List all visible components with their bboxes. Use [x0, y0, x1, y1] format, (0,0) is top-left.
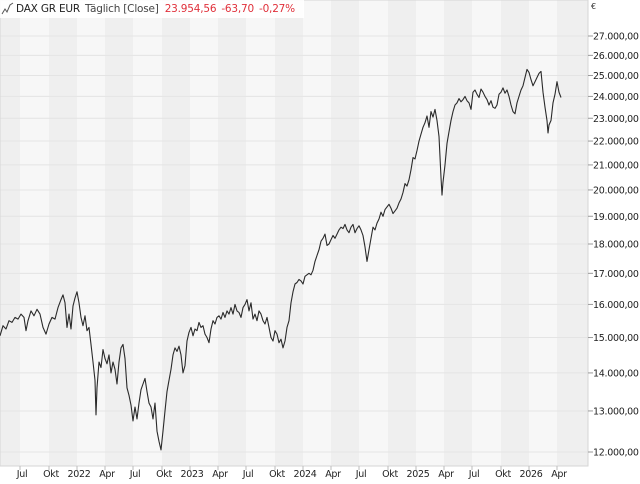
x-tick-label: 2025 — [407, 469, 430, 480]
x-tick-label: Apr — [438, 469, 454, 480]
y-tick-label: 23.000,00 — [593, 114, 639, 125]
x-tick-label: 2026 — [520, 469, 543, 480]
quarter-band — [359, 0, 388, 466]
quarter-band — [49, 0, 77, 466]
quarter-band — [331, 0, 359, 466]
y-tick-label: 15.000,00 — [593, 333, 639, 344]
quarter-band — [529, 0, 557, 466]
quarter-band — [303, 0, 331, 466]
quarter-band — [0, 0, 20, 466]
x-tick-label: Apr — [212, 469, 228, 480]
plot-area-border — [0, 0, 589, 467]
quarter-bands — [0, 0, 588, 466]
quarter-band — [190, 0, 218, 466]
interval-label[interactable]: Täglich [Close] — [85, 3, 159, 15]
quarter-band — [133, 0, 162, 466]
x-tick-label: Jul — [129, 469, 141, 480]
last-value: 23.954,56 — [164, 3, 217, 15]
x-tick-label: Jul — [468, 469, 480, 480]
y-tick-label: 21.000,00 — [593, 160, 639, 171]
y-tick-label: 20.000,00 — [593, 185, 639, 196]
y-tick-label: 13.000,00 — [593, 406, 639, 417]
y-tick-label: 26.000,00 — [593, 51, 639, 62]
instrument-name[interactable]: DAX GR EUR — [16, 3, 80, 15]
line-chart-icon — [1, 2, 14, 15]
x-tick-label: Apr — [325, 469, 341, 480]
x-tick-label: Okt — [382, 469, 398, 480]
quarter-band — [218, 0, 246, 466]
y-tick-label: 27.000,00 — [593, 32, 639, 43]
y-tick-label: 25.000,00 — [593, 71, 639, 82]
x-tick-label: Okt — [43, 469, 59, 480]
quarter-band — [162, 0, 190, 466]
chart-header: DAX GR EUR Täglich [Close] 23.954,56 -63… — [0, 0, 304, 18]
x-tick-label: Jul — [242, 469, 254, 480]
quarter-band — [20, 0, 49, 466]
quarter-band — [246, 0, 275, 466]
x-tick-label: Okt — [495, 469, 511, 480]
quarter-band — [444, 0, 472, 466]
x-tick-label: Okt — [156, 469, 172, 480]
quarter-band — [77, 0, 105, 466]
x-axis: Jul Okt 2022 Apr Jul Okt 2023 Apr Jul Okt 2024 Apr J… — [16, 466, 567, 480]
change-absolute: -63,70 — [221, 3, 254, 15]
quarter-band — [472, 0, 501, 466]
y-axis: 27.000,00 26.000,00 25.000,00 24.000,00 23.0… — [588, 32, 639, 459]
x-tick-label: Apr — [99, 469, 115, 480]
y-tick-label: 19.000,00 — [593, 212, 639, 223]
y-tick-label: 24.000,00 — [593, 92, 639, 103]
quarter-band — [388, 0, 416, 466]
y-tick-label: 12.000,00 — [593, 448, 639, 459]
quarter-band — [275, 0, 303, 466]
y-tick-label: 17.000,00 — [593, 269, 639, 280]
currency-label: € — [591, 2, 596, 11]
x-tick-label: Jul — [16, 469, 28, 480]
quarter-band — [105, 0, 133, 466]
x-tick-label: Jul — [355, 469, 367, 480]
y-tick-label: 16.000,00 — [593, 300, 639, 311]
x-tick-label: 2022 — [68, 469, 91, 480]
x-tick-label: Okt — [269, 469, 285, 480]
quarter-band — [416, 0, 444, 466]
x-tick-label: 2023 — [181, 469, 204, 480]
gridlines — [0, 35, 588, 453]
y-tick-label: 18.000,00 — [593, 240, 639, 251]
y-tick-label: 22.000,00 — [593, 137, 639, 148]
y-tick-label: 14.000,00 — [593, 368, 639, 379]
quarter-band — [557, 0, 588, 466]
x-tick-label: 2024 — [294, 469, 317, 480]
change-percent: -0,27% — [258, 3, 295, 15]
x-tick-label: Apr — [551, 469, 567, 480]
price-line[interactable] — [0, 68, 562, 451]
quarter-band — [501, 0, 529, 466]
